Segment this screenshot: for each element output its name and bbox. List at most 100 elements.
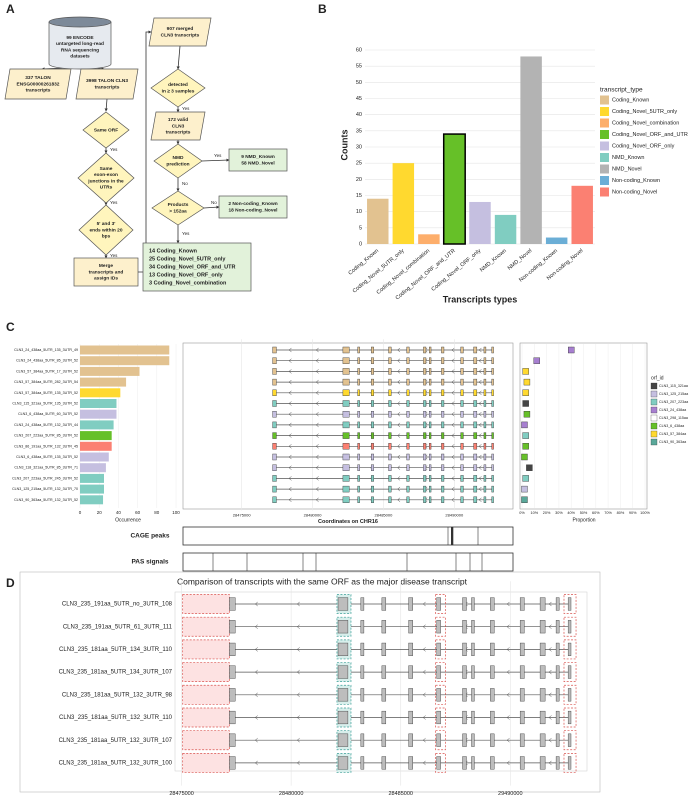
x-tick-label: Coding_Novel_ORF_only <box>431 248 483 293</box>
strand-chevron <box>254 692 258 697</box>
edge-label: Yes <box>110 147 118 152</box>
exon <box>337 665 349 679</box>
bar <box>80 431 112 441</box>
exon <box>371 400 374 407</box>
exon <box>406 443 410 450</box>
flow-text: RNA sequencing <box>61 47 99 53</box>
exon <box>357 453 360 461</box>
exon <box>519 733 525 747</box>
y-tick-label: 30 <box>356 144 362 150</box>
strand-chevron <box>548 692 552 697</box>
legend-label: Coding_Novel_combination <box>612 120 679 126</box>
exon <box>539 642 546 656</box>
exon <box>272 357 277 364</box>
strand-chevron <box>254 669 258 675</box>
exon <box>483 496 487 503</box>
exon <box>555 756 560 770</box>
exon <box>357 421 360 429</box>
legend-label: NMD_Known <box>612 155 644 161</box>
exon <box>490 733 495 747</box>
exon <box>371 357 374 364</box>
x-tick-label: 60% <box>592 511 600 515</box>
box <box>533 357 540 364</box>
utr-highlight <box>563 730 577 751</box>
exon <box>519 710 525 725</box>
box <box>523 411 531 418</box>
exon <box>337 756 349 770</box>
exon <box>471 710 475 725</box>
exon <box>357 443 360 450</box>
exon <box>371 485 374 493</box>
box <box>521 453 528 461</box>
strand-chevron <box>315 497 319 502</box>
strand-chevron <box>506 692 510 697</box>
exon <box>388 453 392 461</box>
exon <box>342 475 350 482</box>
utr-highlight <box>435 753 446 773</box>
flow-text: Same ORF <box>94 127 118 133</box>
exon <box>473 485 478 493</box>
flow-decision <box>150 68 206 108</box>
exon <box>490 642 495 656</box>
exon <box>491 400 494 407</box>
exon <box>337 642 349 656</box>
strand-chevron <box>548 715 552 720</box>
flow-text: datasets <box>70 54 90 60</box>
utr-highlight <box>435 594 446 614</box>
legend-label: Coding_Novel_ORF_only <box>612 143 675 149</box>
flow-text: 5' and 3' <box>97 221 116 227</box>
y-tick-label: 0 <box>359 241 362 247</box>
exon <box>408 756 413 770</box>
y-tick-label: CLN3_235_181aa_5UTR_132_3UTR_107 <box>59 738 173 744</box>
exon <box>388 485 392 493</box>
utr-highlight <box>563 753 577 773</box>
exon <box>381 642 387 656</box>
utr-highlight <box>563 684 577 705</box>
x-tick-label: 80% <box>617 511 625 515</box>
exon <box>408 710 413 725</box>
legend-label: CLN3_24_438aa <box>659 408 686 412</box>
flow-decision <box>153 143 203 179</box>
flow-text: 3998 TALON CLN3 <box>86 78 128 84</box>
exon <box>460 432 464 439</box>
x-tick-label: 28485000 <box>388 791 412 797</box>
bar <box>418 234 440 244</box>
exon <box>462 665 467 679</box>
flow-text: transcripts <box>26 88 51 94</box>
strand-chevron <box>478 369 482 374</box>
edge-label: Yes <box>214 153 222 158</box>
exon <box>381 688 387 702</box>
exon <box>436 688 441 702</box>
box <box>521 496 528 503</box>
exon <box>473 432 478 439</box>
exon <box>423 357 427 364</box>
strand-chevron <box>296 760 300 766</box>
flow-decision <box>78 204 134 256</box>
strand-chevron <box>315 422 319 428</box>
strand-chevron <box>315 433 319 438</box>
exon <box>429 421 432 429</box>
exon <box>483 400 487 407</box>
legend-swatch <box>650 398 658 406</box>
strand-chevron <box>478 390 482 395</box>
exon <box>429 464 432 471</box>
exon <box>371 453 374 461</box>
flow-text: 25 Coding_Novel_5UTR_only <box>149 256 226 262</box>
strand-chevron <box>296 692 300 697</box>
strand-chevron <box>451 497 455 502</box>
exon <box>473 400 478 407</box>
exon <box>423 464 427 471</box>
exon <box>357 400 360 407</box>
strand-chevron <box>478 379 482 385</box>
x-axis-label: Occurrence <box>115 517 141 523</box>
strand-chevron <box>397 497 401 502</box>
legend-swatch <box>600 118 609 128</box>
flow-text: > 152aa <box>169 208 187 214</box>
exon <box>460 346 464 354</box>
exon <box>471 642 475 656</box>
legend-label: CLN3_207_223aa <box>659 400 688 404</box>
strand-chevron <box>288 476 292 481</box>
exon <box>491 389 494 396</box>
exon <box>229 597 236 611</box>
y-tick-label: CLN3_118_321aa_5UTR_85_3UTR_71 <box>14 466 78 470</box>
